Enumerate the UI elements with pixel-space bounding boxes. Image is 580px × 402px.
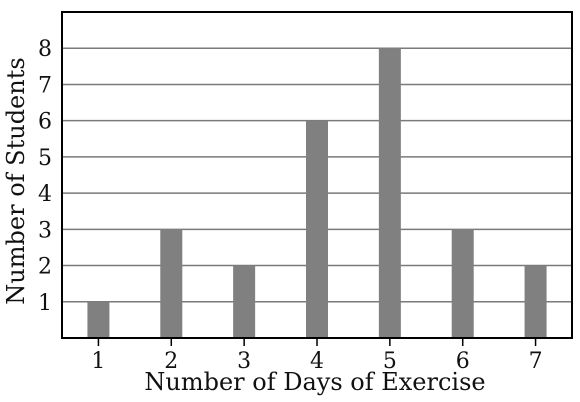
x-tick-label: 6 [456, 349, 470, 374]
y-tick-label: 2 [38, 255, 52, 280]
y-tick-label: 3 [38, 218, 52, 243]
y-axis-label: Number of Students [2, 57, 30, 304]
y-tick-label: 4 [38, 182, 52, 207]
x-tick-labels: 1 2 3 4 5 6 7 [91, 338, 543, 374]
bar [233, 265, 256, 338]
x-tick-label: 2 [164, 349, 178, 374]
x-tick-label: 1 [91, 349, 105, 374]
y-tick-label: 8 [38, 37, 52, 62]
bar [451, 229, 474, 338]
x-tick-label: 7 [529, 349, 543, 374]
bar [160, 229, 183, 338]
y-tick-label: 6 [38, 110, 52, 135]
bar [378, 48, 401, 338]
y-tick-labels: 1 2 3 4 5 6 7 8 [38, 37, 52, 316]
x-axis-label: Number of Days of Exercise [144, 368, 485, 396]
y-tick-label: 1 [38, 291, 52, 316]
bar [87, 301, 110, 338]
y-tick-label: 7 [38, 73, 52, 98]
y-tick-label: 5 [38, 146, 52, 171]
x-tick-label: 5 [383, 349, 397, 374]
bars [87, 48, 547, 339]
bar [524, 265, 547, 338]
bar [306, 120, 328, 339]
x-tick-label: 3 [237, 349, 251, 374]
x-tick-label: 4 [310, 349, 324, 374]
